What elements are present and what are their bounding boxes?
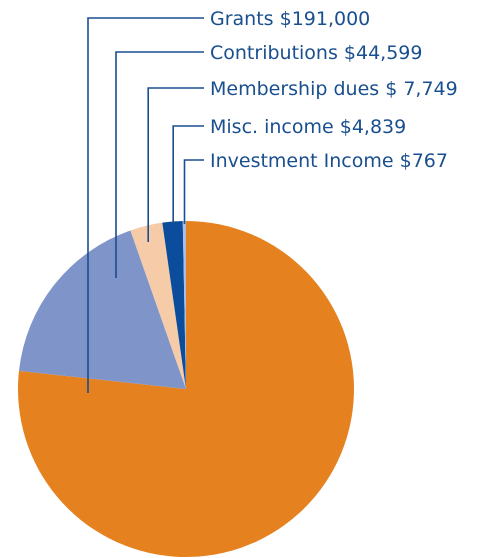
leader-line-contributions — [115, 51, 204, 278]
label-grants: Grants $191,000 — [210, 8, 370, 30]
pie-slice-misc-income — [162, 221, 186, 389]
leader-line-grants — [87, 17, 204, 393]
pie-slices — [17, 220, 354, 557]
pie-slice-grants — [17, 221, 354, 557]
leader-line-membership-dues — [147, 87, 204, 242]
slice-labels: Grants $191,000 Contributions $44,599 Me… — [210, 8, 458, 172]
pie-slice-investment-income — [182, 220, 186, 389]
leader-line-misc-income — [172, 125, 204, 224]
pie-slice-membership-dues — [130, 222, 186, 389]
pie-slice-contributions — [18, 230, 187, 389]
label-misc-income: Misc. income $4,839 — [210, 116, 406, 138]
label-contributions: Contributions $44,599 — [210, 42, 422, 64]
label-membership-dues: Membership dues $ 7,749 — [210, 78, 458, 100]
label-investment-income: Investment Income $767 — [210, 150, 448, 172]
leader-lines — [87, 17, 204, 393]
leader-line-investment-income — [183, 159, 204, 224]
